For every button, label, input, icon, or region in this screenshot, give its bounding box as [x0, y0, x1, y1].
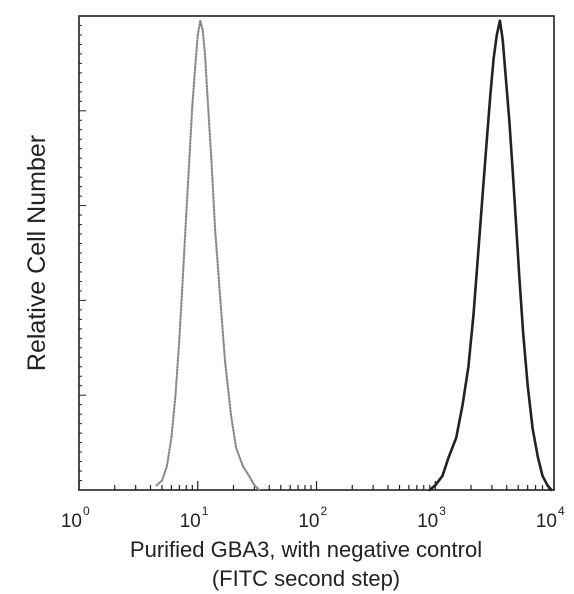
x-axis-label-line1: Purified GBA3, with negative control — [130, 537, 482, 562]
x-tick-label-exponent: 0 — [83, 504, 90, 518]
data-point — [455, 437, 458, 439]
data-point — [467, 365, 470, 368]
data-point — [196, 34, 199, 36]
data-point — [489, 95, 492, 98]
data-point — [161, 479, 163, 482]
x-tick-label-exponent: 2 — [321, 504, 328, 518]
x-tick-label-base: 10 — [536, 511, 557, 532]
data-point — [541, 474, 544, 477]
data-point — [504, 72, 507, 74]
data-point — [546, 484, 549, 487]
data-point — [185, 214, 188, 217]
x-tick-label-exponent: 1 — [202, 504, 209, 518]
x-tick-label-base: 10 — [61, 511, 82, 532]
data-point — [178, 337, 181, 340]
x-tick-label: 10 2 — [298, 504, 327, 532]
data-point — [188, 157, 191, 160]
data-point — [531, 427, 534, 430]
data-point — [536, 455, 539, 458]
data-point — [508, 119, 511, 122]
data-point — [518, 275, 521, 278]
data-point — [199, 19, 202, 22]
data-point — [511, 171, 514, 174]
data-point — [191, 105, 194, 107]
data-point — [166, 465, 168, 468]
data-point — [447, 455, 450, 458]
data-point — [472, 313, 475, 316]
data-point — [253, 484, 256, 487]
data-point — [210, 157, 213, 160]
x-tick-label-exponent: 4 — [558, 504, 565, 518]
x-axis-label-line2: (FITC second step) — [212, 566, 400, 591]
data-point — [522, 332, 525, 335]
data-point — [224, 361, 227, 363]
data-point — [477, 252, 480, 254]
x-tick-label: 10 1 — [180, 504, 209, 532]
data-point — [499, 19, 501, 22]
x-tick-label-exponent: 3 — [439, 504, 446, 518]
data-point — [441, 474, 444, 477]
data-point — [481, 195, 484, 198]
x-tick-label-base: 10 — [417, 511, 438, 532]
data-point — [182, 275, 184, 278]
data-point — [155, 484, 158, 487]
data-point — [174, 394, 177, 397]
data-point — [495, 34, 498, 36]
data-point — [206, 90, 209, 93]
data-point — [550, 489, 553, 491]
data-point — [501, 38, 504, 41]
data-point — [258, 489, 261, 491]
data-point — [194, 67, 197, 69]
data-point — [515, 223, 517, 226]
data-point — [434, 484, 437, 487]
data-point — [214, 228, 217, 231]
x-tick-label: 10 3 — [417, 504, 446, 532]
x-axis-ticks — [78, 481, 555, 490]
data-point — [492, 57, 495, 60]
plot-frame — [78, 15, 555, 491]
data-point — [230, 413, 232, 416]
data-point — [428, 489, 431, 491]
data-point — [204, 53, 206, 55]
y-axis-ticks — [79, 15, 86, 491]
data-point — [461, 403, 464, 406]
data-point — [235, 446, 237, 449]
data-point — [526, 384, 529, 387]
data-point — [170, 437, 173, 439]
data-point — [248, 474, 250, 477]
series-gba3-line — [428, 19, 553, 492]
data-point — [242, 465, 244, 468]
x-tick-labels: 10 0 10 1 10 2 10 3 10 4 — [61, 504, 565, 532]
y-axis-label: Relative Cell Number — [23, 135, 51, 371]
x-tick-label: 10 4 — [536, 504, 565, 532]
data-point — [485, 143, 488, 145]
data-point — [219, 299, 222, 302]
series-layer — [155, 19, 553, 492]
x-tick-label-base: 10 — [180, 511, 201, 532]
x-tick-label-base: 10 — [298, 511, 319, 532]
x-tick-label: 10 0 — [61, 504, 90, 532]
data-point — [201, 29, 204, 32]
series-negative-control-line — [155, 19, 261, 492]
